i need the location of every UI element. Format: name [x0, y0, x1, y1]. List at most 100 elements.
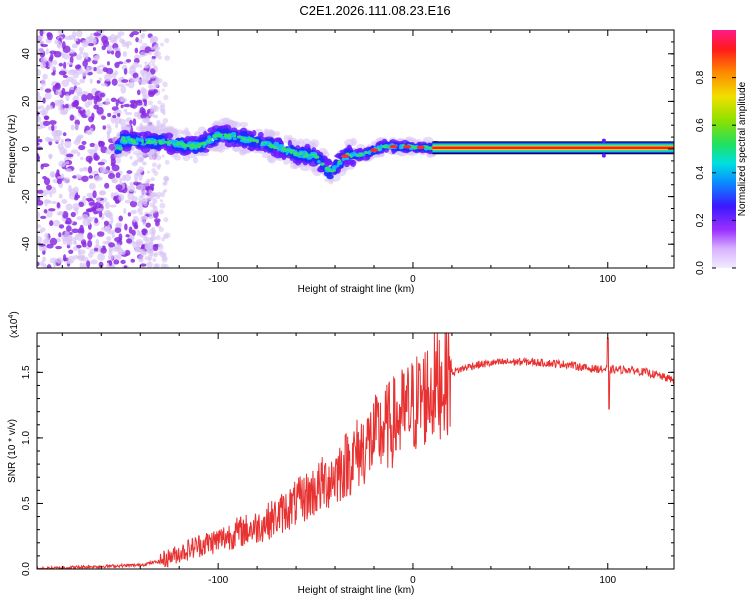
spectrogram-noise-mark: [42, 107, 49, 115]
spectrogram-noise-mark: [105, 148, 112, 155]
spectrogram-noise-mark: [152, 258, 157, 262]
spectrogram-noise-mark: [123, 68, 128, 75]
spectrogram-noise-mark: [117, 253, 122, 261]
spectrogram-ridge-mark: [267, 154, 277, 164]
spectrogram-noise-mark: [110, 50, 115, 55]
spectrogram-ridge-mark: [187, 141, 193, 145]
spectrogram-noise-mark: [76, 233, 84, 242]
spectrogram-noise-mark: [92, 55, 100, 61]
spectrogram-noise-mark: [75, 64, 81, 70]
spectrogram-noise-mark: [142, 71, 148, 77]
spectrogram-noise-mark: [159, 202, 166, 209]
spectrogram-noise-mark: [149, 194, 155, 200]
spectrogram-noise-mark: [55, 245, 62, 250]
spectrogram-noise-mark: [101, 115, 106, 120]
spectrogram-noise-mark: [78, 249, 86, 255]
spectrogram-noise-mark: [111, 72, 117, 78]
spectrogram-noise-mark: [59, 110, 68, 115]
spectrogram-peak-mark: [416, 145, 425, 150]
spectrogram-ridge-mark: [212, 145, 219, 152]
ytick-label: 0: [21, 146, 32, 152]
spectrogram-noise-mark: [133, 172, 139, 180]
spectrogram-ridge-mark: [120, 136, 126, 141]
spectrogram-noise-mark: [65, 94, 70, 102]
spectrogram-noise-mark: [148, 75, 157, 79]
spectrogram-noise-mark: [59, 98, 64, 107]
spectrogram-noise-mark: [101, 35, 108, 44]
spectrogram-noise-mark: [37, 224, 42, 229]
spectrogram-ridge-mark: [290, 161, 297, 170]
spectrogram-noise-mark: [40, 260, 45, 267]
spectrogram-noise-mark: [48, 138, 54, 143]
spectrogram-noise-mark: [75, 86, 83, 95]
spectrogram-ridge-mark: [311, 142, 317, 148]
spectrogram-noise-mark: [157, 55, 162, 60]
spectrogram-ridge-mark: [377, 147, 381, 151]
spectrogram-noise-mark: [148, 211, 153, 216]
spectrogram-ridge-mark: [331, 165, 338, 169]
spectrogram-noise-mark: [96, 231, 105, 237]
spectrogram-noise-mark: [80, 156, 84, 161]
spectrogram-ridge-mark: [289, 149, 295, 153]
spectrogram-noise-mark: [56, 202, 61, 209]
snr-series-line: [37, 333, 674, 569]
spectrogram-noise-mark: [129, 200, 138, 208]
spectrogram-noise-mark: [69, 86, 75, 90]
spectrogram-ridge-mark: [166, 147, 176, 155]
spectrogram-spot-mark: [601, 138, 606, 143]
spectrogram-noise-mark: [129, 119, 133, 126]
spectrogram-noise-mark: [129, 182, 134, 186]
spectrogram-ridge-mark: [176, 141, 181, 145]
spectrogram-noise-mark: [147, 254, 153, 260]
spectrogram-ridge-mark: [295, 141, 306, 146]
spectrogram-noise-mark: [135, 37, 139, 43]
spectrogram-noise-mark: [144, 185, 151, 191]
spectrogram-noise-mark: [58, 224, 65, 229]
spectrogram-noise-mark: [78, 201, 84, 207]
spectrogram-noise-mark: [64, 103, 69, 109]
spectrogram-noise-mark: [139, 51, 146, 58]
spectrogram-noise-mark: [105, 97, 110, 106]
spectrogram-noise-mark: [145, 236, 151, 243]
spectrogram-noise-mark: [164, 37, 170, 44]
spectrogram-peak-mark: [403, 144, 412, 149]
spectrogram-ridge-mark: [338, 159, 342, 163]
spectrogram-noise-mark: [109, 40, 117, 44]
spectrogram-noise-mark: [101, 45, 106, 51]
spectrogram-noise-mark: [73, 139, 81, 146]
spectrogram-noise-mark: [52, 85, 57, 92]
spectrogram-noise-mark: [132, 196, 138, 203]
spectrogram-noise-mark: [141, 117, 147, 123]
spectrogram-noise-mark: [157, 78, 163, 84]
spectrogram-noise-mark: [145, 116, 150, 121]
spectrogram-noise-mark: [66, 240, 73, 246]
spectrogram-ridge-mark: [172, 139, 176, 143]
spectrogram-noise-mark: [110, 217, 114, 224]
spectrogram-ridge-mark: [269, 144, 274, 149]
spectrogram-spot-mark: [601, 153, 606, 158]
spectrogram-ridge-mark: [227, 135, 232, 140]
spectrogram-noise-mark: [76, 136, 82, 141]
spectrogram-noise-mark: [37, 69, 42, 76]
spectrogram-ridge-mark: [220, 136, 227, 140]
spectrogram-noise-mark: [65, 161, 70, 165]
spectrogram-noise-mark: [86, 92, 94, 101]
spectrogram-noise-mark: [122, 61, 127, 65]
spectrogram-ridge-mark: [213, 137, 218, 141]
spectrogram-noise-mark: [76, 216, 83, 221]
spectrogram-noise-mark: [37, 138, 41, 143]
spectrogram-noise-mark: [100, 83, 108, 87]
spectrogram-noise-mark: [37, 106, 42, 110]
spectrogram-ridge-mark: [364, 151, 369, 154]
spectrogram-ridge-mark: [246, 142, 255, 147]
spectrogram-ridge-mark: [273, 141, 280, 147]
spectrogram-noise-mark: [141, 32, 146, 38]
spectrogram-noise-mark: [129, 103, 135, 108]
colorbar-label: Normalized spectral amplitude: [737, 81, 748, 216]
spectrogram-noise-mark: [85, 129, 92, 135]
spectrogram-noise-mark: [93, 152, 99, 160]
spectrogram-noise-mark: [112, 47, 121, 51]
spectrogram-noise-mark: [102, 125, 107, 130]
spectrogram-noise-mark: [48, 153, 52, 160]
